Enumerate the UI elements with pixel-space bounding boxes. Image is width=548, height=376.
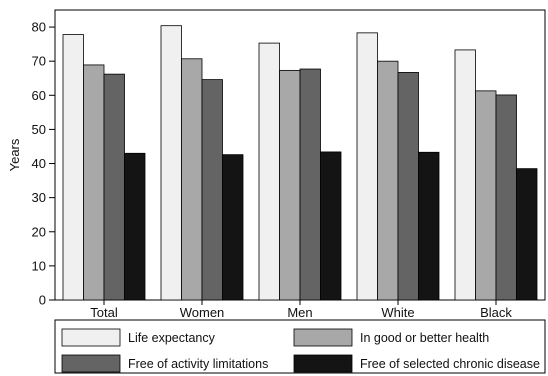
bar-men-series-3 [299,68,321,301]
bar-white-series-2 [377,60,399,301]
legend-swatch-2 [293,328,353,347]
legend-swatch-4 [293,354,353,373]
bar-total-series-3 [103,73,125,301]
bar-women-series-1 [160,25,182,301]
y-tick-label: 70 [32,54,46,69]
legend: Life expectancy In good or better health F… [54,319,546,374]
legend-label-1: Life expectancy [128,331,216,345]
bar-total-series-1 [62,34,84,301]
bar-white-series-1 [356,32,378,301]
legend-swatch-3 [61,354,121,373]
legend-label-4: Free of selected chronic disease [360,357,540,371]
y-tick-label: 50 [32,122,46,137]
bar-women-series-3 [201,79,223,301]
legend-label-3: Free of activity limitations [128,357,268,371]
legend-swatch-1 [61,328,121,347]
y-tick-label: 30 [32,190,46,205]
bar-total-series-4 [124,152,146,301]
legend-label-2: In good or better health [360,331,489,345]
x-tick-label-women: Women [180,305,225,320]
bar-women-series-4 [222,154,244,301]
y-tick-label: 60 [32,88,46,103]
plot-area: 0 10 20 30 40 50 60 70 80 Years Total Women Men White… [7,9,546,320]
y-tick-label: 10 [32,258,46,273]
bar-women-series-2 [181,58,203,301]
bar-black-series-1 [454,49,476,301]
x-tick-label-total: Total [90,305,118,320]
bar-men-series-4 [320,151,342,301]
y-tick-label: 20 [32,224,46,239]
bar-men-series-2 [279,69,301,301]
y-tick-label: 80 [32,20,46,35]
bar-total-series-2 [83,64,105,301]
bar-black-series-3 [495,94,517,301]
bar-men-series-1 [258,42,280,301]
bar-black-series-4 [516,168,538,301]
y-axis-title: Years [7,138,22,171]
bar-white-series-4 [418,151,440,301]
x-tick-label-white: White [381,305,414,320]
x-tick-label-black: Black [480,305,512,320]
x-tick-label-men: Men [287,305,312,320]
y-tick-label: 0 [39,293,46,308]
bar-black-series-2 [475,90,497,301]
bar-white-series-3 [397,72,419,301]
y-tick-label: 40 [32,156,46,171]
